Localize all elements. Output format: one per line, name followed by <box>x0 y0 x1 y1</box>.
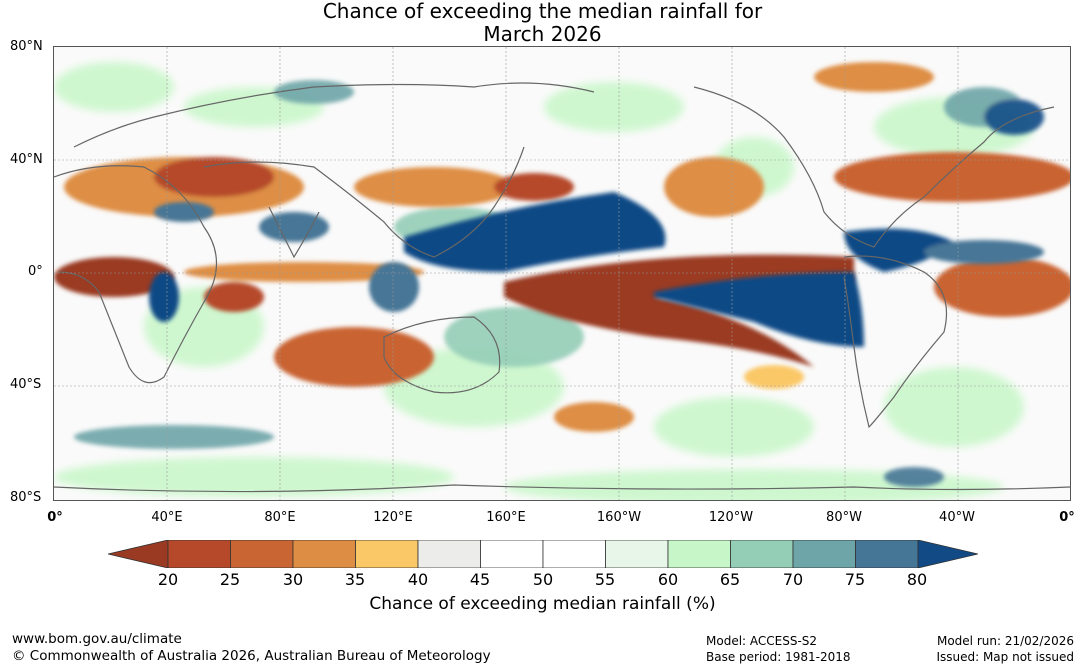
footer-run-info: Model run: 21/02/2026 Issued: Map not is… <box>936 633 1074 665</box>
title-line-2: March 2026 <box>483 22 602 46</box>
colorbar-tick: 75 <box>844 570 866 589</box>
lat-label-40n: 40°N <box>10 152 43 167</box>
colorbar-segment <box>292 540 356 568</box>
colorbar-segment <box>480 540 544 568</box>
site-link[interactable]: www.bom.gov.au/climate <box>12 631 182 647</box>
colorbar-title: Chance of exceeding median rainfall (%) <box>369 594 716 614</box>
map-title: Chance of exceeding the median rainfall … <box>0 0 1085 46</box>
model-name: Model: ACCESS-S2 <box>706 634 818 648</box>
colorbar-tick: 30 <box>282 570 304 589</box>
colorbar-tick: 50 <box>532 570 554 589</box>
issued-status: Issued: Map not issued <box>936 650 1074 664</box>
colorbar-tick: 45 <box>469 570 491 589</box>
model-run: Model run: 21/02/2026 <box>936 634 1074 648</box>
colorbar-ticks: 20 25 30 35 40 45 50 55 60 65 70 75 80 <box>0 570 1085 590</box>
colorbar-tick: 25 <box>219 570 241 589</box>
footer-left: www.bom.gov.au/climate © Commonwealth of… <box>12 631 491 665</box>
lon-label-0-left: 0° <box>47 510 63 525</box>
colorbar-segment <box>230 540 294 568</box>
copyright-text: © Commonwealth of Australia 2026, Austra… <box>12 648 491 664</box>
lat-label-80n: 80°N <box>10 39 43 54</box>
lon-label-40w: 40°W <box>939 510 975 525</box>
rainfall-map <box>53 46 1071 501</box>
lon-label-40e: 40°E <box>151 510 183 525</box>
colorbar-segment <box>417 540 481 568</box>
colorbar-segment <box>355 540 419 568</box>
lat-label-40s: 40°S <box>10 377 42 392</box>
lon-label-120w: 120°W <box>708 510 754 525</box>
colorbar-tick: 70 <box>782 570 804 589</box>
lon-label-120e: 120°E <box>373 510 413 525</box>
map-canvas <box>54 47 1070 500</box>
colorbar-segment <box>542 540 606 568</box>
colorbar-tick: 55 <box>594 570 616 589</box>
lon-label-160w: 160°W <box>596 510 642 525</box>
title-line-1: Chance of exceeding the median rainfall … <box>322 0 763 23</box>
colorbar-segment <box>855 540 919 568</box>
lon-label-160e: 160°E <box>486 510 526 525</box>
lat-label-equator: 0° <box>28 264 43 279</box>
lat-label-80s: 80°S <box>10 490 42 505</box>
footer-model-info: Model: ACCESS-S2 Base period: 1981-2018 <box>706 633 851 665</box>
colorbar-segment <box>667 540 731 568</box>
colorbar-segment <box>730 540 794 568</box>
colorbar-tick: 80 <box>906 570 928 589</box>
base-period: Base period: 1981-2018 <box>706 650 851 664</box>
colorbar-segment <box>167 540 231 568</box>
colorbar-tick: 20 <box>157 570 179 589</box>
colorbar-tick: 35 <box>344 570 366 589</box>
lon-label-0-right: 0° <box>1059 510 1075 525</box>
colorbar-tick: 65 <box>719 570 741 589</box>
colorbar <box>108 540 978 568</box>
colorbar-extend-low <box>108 540 169 568</box>
colorbar-tick: 40 <box>407 570 429 589</box>
lon-label-80w: 80°W <box>826 510 862 525</box>
colorbar-extend-high <box>917 540 978 568</box>
colorbar-segment <box>605 540 669 568</box>
colorbar-tick: 60 <box>657 570 679 589</box>
lon-label-80e: 80°E <box>264 510 296 525</box>
colorbar-segment <box>792 540 856 568</box>
